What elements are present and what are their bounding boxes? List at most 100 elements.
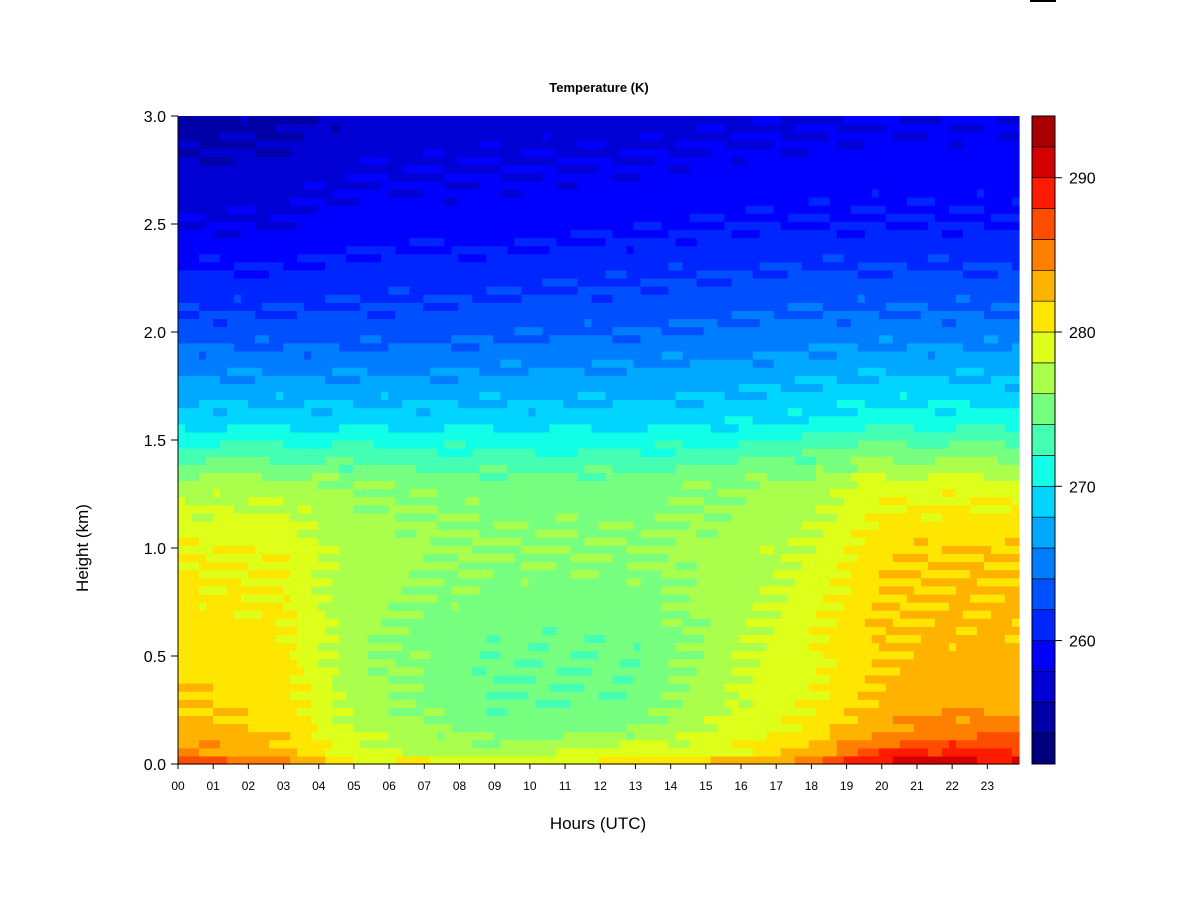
heatmap-cell (402, 723, 410, 733)
heatmap-cell (192, 440, 200, 449)
heatmap-cell (381, 116, 389, 125)
heatmap-cell (437, 229, 445, 239)
heatmap-cell (430, 415, 438, 425)
heatmap-cell (542, 577, 551, 587)
heatmap-cell (556, 286, 565, 295)
heatmap-cell (605, 731, 614, 741)
heatmap-cell (409, 237, 417, 247)
heatmap-cell (339, 529, 347, 538)
heatmap-cell (332, 367, 340, 376)
heatmap-cell (451, 278, 459, 287)
heatmap-cell (192, 172, 200, 182)
heatmap-cell (528, 496, 537, 506)
heatmap-cell (458, 674, 466, 684)
heatmap-cell (269, 164, 277, 174)
heatmap-cell (304, 253, 312, 263)
heatmap-cell (458, 140, 466, 149)
heatmap-cell (409, 715, 417, 725)
heatmap-cell (234, 278, 242, 287)
heatmap-cell (227, 359, 235, 368)
heatmap-cell (514, 545, 523, 554)
heatmap-cell (472, 496, 480, 506)
heatmap-cell (311, 197, 319, 206)
heatmap-cell (444, 504, 452, 514)
heatmap-cell (262, 488, 270, 498)
heatmap-cell (521, 294, 530, 303)
heatmap-cell (374, 537, 382, 546)
heatmap-cell (360, 610, 368, 619)
heatmap-cell (514, 375, 523, 384)
heatmap-cell (395, 431, 403, 441)
heatmap-cell (213, 164, 221, 174)
heatmap-cell (374, 585, 382, 595)
heatmap-cell (563, 116, 572, 125)
heatmap-cell (283, 213, 291, 222)
heatmap-cell (339, 707, 347, 716)
heatmap-cell (255, 480, 263, 490)
heatmap-cell (521, 569, 530, 579)
heatmap-cell (297, 237, 305, 247)
heatmap-cell (577, 739, 586, 749)
heatmap-cell (360, 286, 368, 295)
heatmap-cell (311, 213, 319, 222)
heatmap-cell (402, 269, 410, 279)
heatmap-cell (493, 318, 501, 328)
heatmap-cell (549, 723, 558, 733)
heatmap-cell (262, 359, 270, 368)
heatmap-cell (248, 512, 256, 522)
heatmap-cell (192, 699, 200, 708)
heatmap-cell (458, 521, 466, 530)
heatmap-cell (206, 294, 214, 303)
heatmap-cell (339, 375, 347, 384)
heatmap-cell (570, 237, 579, 247)
heatmap-cell (199, 545, 207, 554)
heatmap-cell (318, 294, 326, 303)
heatmap-cell (297, 197, 305, 206)
heatmap-cell (444, 124, 452, 133)
heatmap-cell (192, 755, 200, 765)
heatmap-cell (612, 553, 621, 563)
heatmap-cell (486, 642, 494, 652)
heatmap-cell (458, 261, 466, 271)
heatmap-cell (297, 618, 305, 627)
heatmap-cell (521, 423, 530, 433)
heatmap-cell (318, 666, 326, 676)
heatmap-cell (500, 310, 508, 320)
heatmap-cell (206, 132, 214, 141)
heatmap-cell (451, 739, 459, 749)
heatmap-cell (591, 496, 600, 506)
heatmap-cell (486, 148, 494, 158)
heatmap-cell (402, 188, 410, 198)
heatmap-cell (458, 383, 466, 392)
heatmap-cell (472, 431, 480, 441)
heatmap-cell (486, 326, 494, 336)
heatmap-cell (276, 699, 284, 708)
heatmap-cell (283, 172, 291, 182)
heatmap-cell (402, 367, 410, 376)
heatmap-cell (451, 350, 459, 360)
heatmap-cell (234, 521, 242, 530)
heatmap-cell (430, 666, 438, 676)
heatmap-cell (584, 229, 593, 239)
heatmap-cell (451, 423, 459, 433)
heatmap-cell (563, 674, 572, 684)
heatmap-cell (325, 683, 333, 692)
heatmap-cell (353, 205, 361, 214)
heatmap-cell (423, 488, 431, 498)
heatmap-cell (402, 302, 410, 311)
heatmap-cell (570, 294, 579, 303)
heatmap-cell (290, 415, 298, 425)
heatmap-cell (276, 399, 284, 409)
heatmap-cell (549, 691, 558, 700)
heatmap-cell (479, 561, 487, 571)
heatmap-cell (423, 699, 431, 708)
heatmap-cell (451, 699, 459, 708)
heatmap-cell (346, 755, 354, 765)
heatmap-cell (395, 529, 403, 538)
heatmap-cell (514, 683, 523, 692)
heatmap-cell (325, 197, 333, 206)
heatmap-cell (444, 747, 452, 757)
heatmap-cell (458, 253, 466, 263)
heatmap-cell (444, 359, 452, 368)
heatmap-cell (584, 383, 593, 392)
